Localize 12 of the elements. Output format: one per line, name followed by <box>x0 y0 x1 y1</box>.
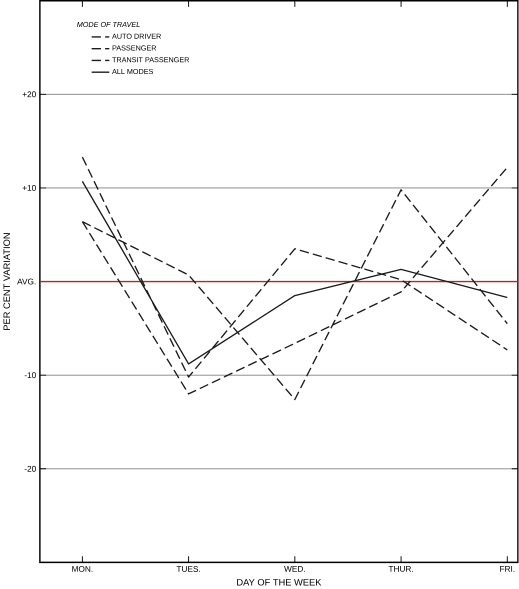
x-tick-label: TUES. <box>176 566 200 572</box>
x-tick-label: FRI. <box>500 566 515 572</box>
x-tick-label: WED. <box>284 566 306 572</box>
y-tick-label: +20 <box>22 91 36 98</box>
x-axis-title: DAY OF THE WEEK <box>237 578 322 586</box>
x-tick-label: MON. <box>72 566 93 572</box>
x-tick-label: THUR. <box>388 566 414 572</box>
y-axis-title: PER CENT VARIATION <box>4 233 10 330</box>
y-tick-label: -10 <box>24 372 36 378</box>
y-tick-label: +10 <box>22 185 36 191</box>
y-tick-label: -20 <box>24 466 36 472</box>
y-tick-label: AVG. <box>17 278 36 284</box>
